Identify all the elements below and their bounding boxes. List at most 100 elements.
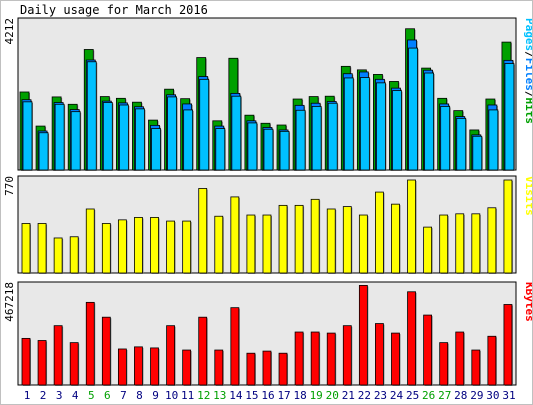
bar-pages-18-body [295,109,306,171]
x-tick-label-15: 15 [245,389,258,402]
bar-kbytes-2-body [37,340,47,386]
bar-kbytes-19 [310,331,321,386]
bar-pages-4 [70,111,82,171]
bar-visits-17-body [278,204,288,274]
bar-visits-8-body [134,217,143,274]
bar-visits-4 [69,236,80,274]
bar-kbytes-21 [342,325,353,386]
bar-kbytes-27-body [439,342,449,386]
bar-visits-3-body [53,237,63,274]
bar-pages-11 [183,109,194,171]
legend-entry-hits-4: Hits [523,98,533,125]
bar-pages-14-body [231,95,242,171]
bar-visits-14-body [230,196,240,274]
x-tick-label-27: 27 [438,389,451,402]
bar-visits-22-body [358,214,368,274]
x-tick-label-18: 18 [294,389,307,402]
bar-pages-20-body [327,102,338,171]
x-tick-label-23: 23 [374,389,387,402]
x-tick-label-17: 17 [277,389,290,402]
legend-entry-hits-1: / [523,51,533,58]
bar-visits-24-body [391,203,400,274]
bar-visits-20-body [326,208,336,274]
bar-kbytes-10 [166,325,176,386]
bar-visits-10-body [166,220,175,274]
bar-visits-10 [166,220,176,274]
bar-pages-17 [279,130,291,171]
x-tick-label-22: 22 [358,389,371,402]
bar-kbytes-22 [358,285,369,386]
bar-pages-14 [231,95,242,171]
bar-kbytes-4 [69,342,80,386]
bar-kbytes-1 [21,337,31,386]
x-tick-label-16: 16 [261,389,274,402]
bar-kbytes-25-body [407,291,416,386]
bar-visits-8 [134,217,144,274]
bar-visits-15 [246,214,256,274]
bar-kbytes-20-body [326,332,336,386]
bar-pages-1-body [22,101,33,171]
bar-visits-26-body [423,226,433,274]
bar-pages-30-body [488,109,499,171]
bar-kbytes-22-body [358,285,368,386]
bar-kbytes-4-body [69,342,79,386]
bar-kbytes-17-body [278,352,288,386]
bar-kbytes-5 [85,301,96,386]
bar-visits-6-body [101,223,111,274]
bar-pages-8-body [135,108,145,171]
bar-visits-11 [182,220,192,274]
x-tick-label-21: 21 [342,389,355,402]
bar-pages-23-body [376,82,386,171]
bar-visits-6 [101,223,112,274]
bar-pages-29-body [472,135,483,171]
legend-visits: Visits [523,176,533,216]
bar-kbytes-20 [326,332,337,386]
x-tick-label-30: 30 [486,389,499,402]
bar-pages-12-body [199,78,210,171]
bar-pages-28-body [456,117,467,171]
bar-pages-16 [263,128,274,171]
bar-kbytes-19-body [310,331,320,386]
bar-kbytes-9 [150,347,160,386]
bar-visits-27-body [439,214,449,274]
bar-kbytes-25 [407,291,417,386]
legend-entry-hits-3: / [523,91,533,98]
bar-pages-12 [199,78,210,171]
bar-pages-31 [504,63,515,171]
bar-visits-17 [278,204,289,274]
bar-visits-25 [407,179,417,274]
bar-pages-22 [359,77,371,171]
bar-kbytes-30 [487,335,497,386]
bar-kbytes-5-body [85,301,95,386]
bar-pages-26-body [424,72,435,171]
bar-pages-28 [456,117,467,171]
x-tick-label-19: 19 [310,389,323,402]
bar-pages-10 [167,96,178,171]
max-label-kbytes: 467218 [3,282,16,322]
bar-pages-7 [118,104,130,171]
bar-kbytes-3-body [53,325,63,386]
bar-pages-3 [54,103,66,171]
bar-pages-29 [472,135,483,171]
bar-pages-22-body [359,77,370,171]
bar-pages-3-body [54,103,65,171]
bar-kbytes-28-body [455,331,465,386]
bar-kbytes-7-body [117,348,127,386]
bar-visits-1-body [21,223,31,274]
max-label-hits: 4212 [3,18,16,45]
legend-entry-hits-2: Files [523,58,533,91]
bar-kbytes-23-body [375,323,384,386]
bar-pages-15 [247,122,258,171]
bar-pages-16-body [263,128,274,171]
x-tick-label-31: 31 [502,389,515,402]
bar-pages-27 [440,106,451,171]
bar-visits-22 [358,214,369,274]
x-tick-label-12: 12 [197,389,210,402]
bar-kbytes-7 [117,348,128,386]
bar-kbytes-12-body [198,316,208,386]
bar-visits-29 [471,213,481,274]
legend-kbytes: KBytes [523,282,533,322]
x-tick-label-5: 5 [88,389,95,402]
